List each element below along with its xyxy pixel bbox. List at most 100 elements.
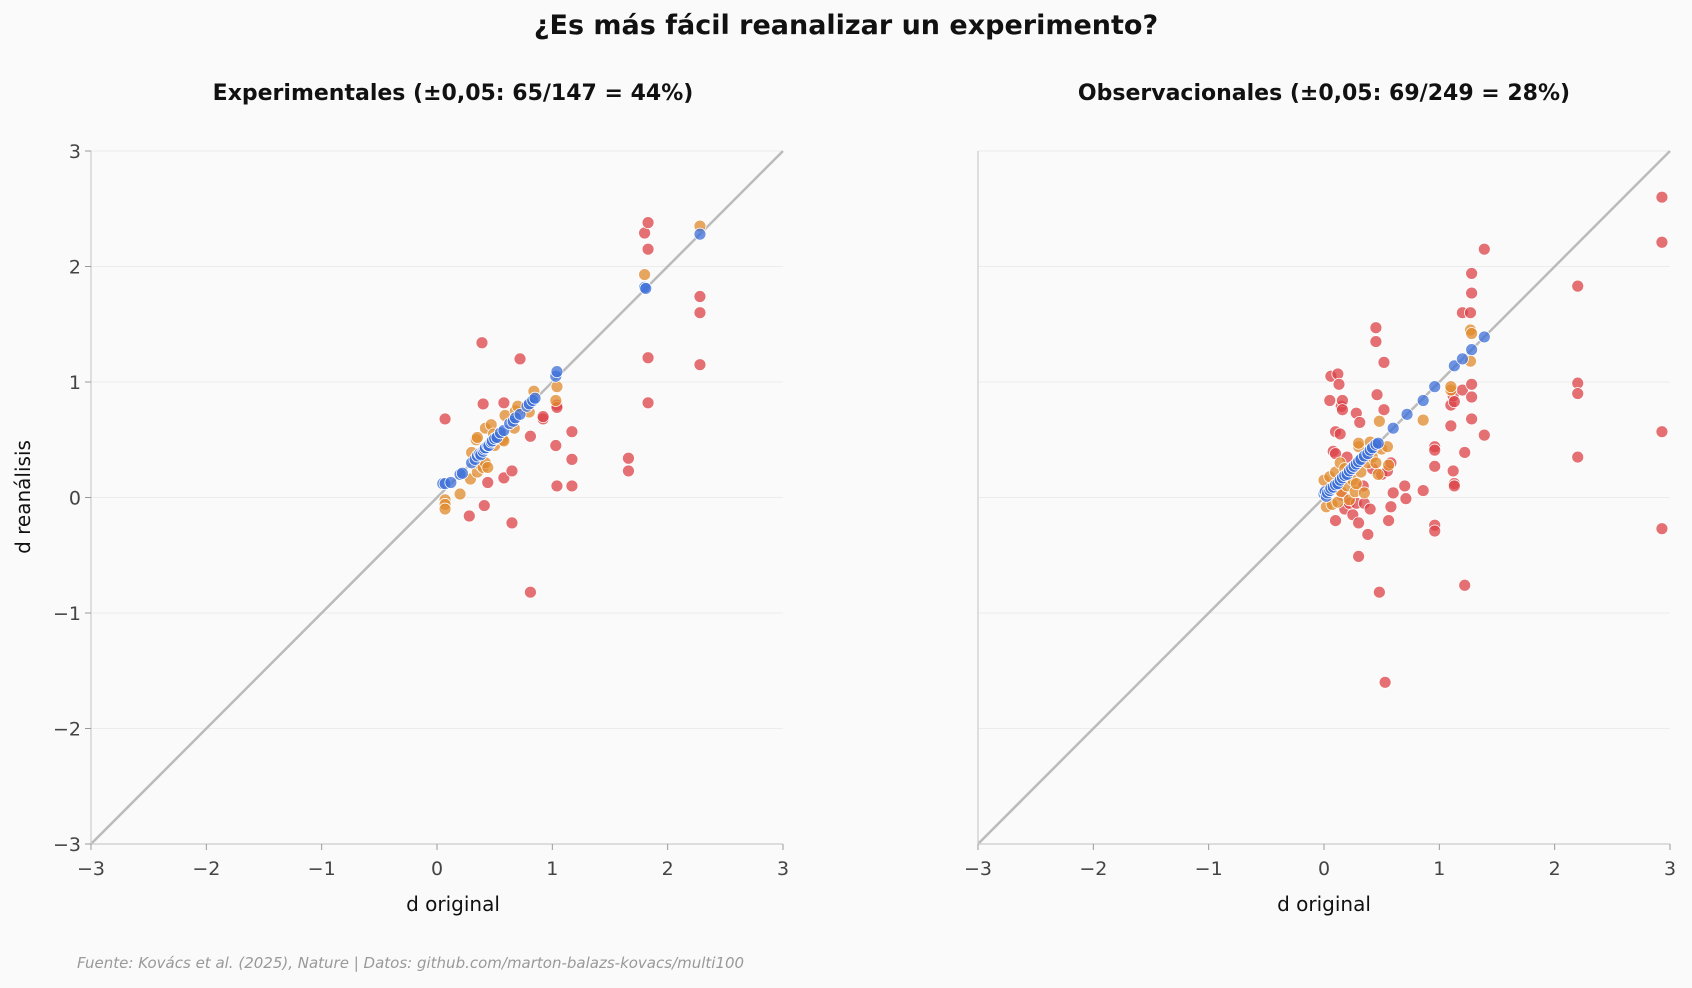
point-near bbox=[1349, 477, 1363, 491]
point-far bbox=[1372, 585, 1386, 599]
point-far bbox=[481, 476, 495, 489]
point-far bbox=[1571, 387, 1585, 400]
point-within bbox=[1465, 343, 1479, 357]
point-far bbox=[1655, 425, 1669, 439]
point-far bbox=[1477, 428, 1491, 442]
point-far bbox=[476, 397, 490, 411]
point-far bbox=[641, 396, 655, 410]
x-tick-label: −2 bbox=[192, 858, 220, 880]
point-far bbox=[497, 471, 511, 485]
point-within bbox=[1400, 407, 1414, 421]
y-axis-label: d reanálisis bbox=[11, 440, 35, 554]
point-far bbox=[475, 336, 489, 350]
y-tick-label: 2 bbox=[69, 257, 81, 279]
x-tick-label: −3 bbox=[964, 858, 992, 880]
point-far bbox=[641, 242, 655, 256]
y-tick-label: −3 bbox=[53, 834, 81, 856]
y-tick-label: 1 bbox=[69, 372, 81, 394]
point-far bbox=[536, 410, 550, 424]
point-within bbox=[1447, 359, 1461, 373]
point-near bbox=[1372, 414, 1386, 428]
point-within bbox=[1477, 330, 1491, 344]
point-far bbox=[1377, 403, 1391, 417]
point-within bbox=[1371, 436, 1385, 450]
point-far bbox=[1361, 528, 1375, 541]
point-far bbox=[477, 499, 491, 512]
point-far bbox=[1447, 395, 1461, 409]
point-near bbox=[1352, 436, 1365, 450]
point-far bbox=[1447, 479, 1461, 493]
x-tick-label: 3 bbox=[777, 858, 789, 880]
point-far bbox=[1377, 355, 1391, 369]
y-tick-label: −1 bbox=[53, 603, 81, 625]
point-far bbox=[693, 358, 707, 372]
point-far bbox=[622, 464, 635, 478]
point-far bbox=[1444, 419, 1458, 433]
point-far bbox=[1416, 484, 1430, 497]
point-far bbox=[513, 352, 527, 366]
point-far bbox=[1336, 403, 1349, 417]
point-far bbox=[693, 290, 707, 303]
point-far bbox=[1458, 578, 1472, 592]
point-far bbox=[505, 516, 519, 530]
point-far bbox=[1465, 377, 1479, 391]
point-far bbox=[524, 429, 537, 443]
point-within bbox=[550, 365, 564, 379]
x-tick-label: −1 bbox=[1195, 858, 1223, 880]
point-far bbox=[1382, 514, 1395, 527]
point-far bbox=[1655, 190, 1669, 204]
point-far bbox=[1323, 394, 1337, 407]
point-near bbox=[1465, 327, 1479, 340]
point-far bbox=[1465, 267, 1479, 280]
point-far bbox=[1464, 306, 1477, 320]
x-tick-label: −1 bbox=[308, 858, 336, 880]
point-near bbox=[1371, 467, 1385, 481]
point-far bbox=[1370, 388, 1384, 402]
point-far bbox=[565, 479, 579, 493]
y-tick-label: 0 bbox=[69, 488, 81, 510]
point-near bbox=[1382, 458, 1395, 472]
source-note: Fuente: Kovács et al. (2025), Nature | D… bbox=[77, 954, 745, 972]
point-far bbox=[1329, 514, 1342, 527]
point-far bbox=[693, 306, 707, 320]
y-tick-label: −2 bbox=[53, 719, 81, 741]
panel-title-observacionales: Observacionales (±0,05: 69/249 = 28%) bbox=[1078, 81, 1570, 106]
point-far bbox=[549, 439, 563, 452]
point-far bbox=[462, 509, 476, 523]
point-far bbox=[1477, 242, 1491, 256]
point-far bbox=[622, 451, 635, 465]
x-tick-label: 0 bbox=[1318, 858, 1330, 880]
point-far bbox=[1465, 390, 1479, 404]
point-far bbox=[1352, 550, 1365, 563]
point-far bbox=[438, 412, 452, 426]
point-far bbox=[1363, 502, 1377, 516]
x-tick-label: −2 bbox=[1079, 858, 1107, 880]
point-far bbox=[550, 479, 564, 493]
point-near bbox=[453, 487, 467, 501]
point-far bbox=[1428, 443, 1442, 457]
point-within bbox=[455, 466, 469, 480]
point-far bbox=[1428, 459, 1442, 473]
point-far bbox=[1386, 486, 1400, 500]
point-far bbox=[565, 425, 579, 439]
point-within bbox=[1456, 352, 1469, 366]
point-within bbox=[528, 391, 542, 405]
panel-title-experimentales: Experimentales (±0,05: 65/147 = 44%) bbox=[213, 81, 694, 106]
panel-observacionales: Observacionales (±0,05: 69/249 = 28%) −3… bbox=[964, 81, 1676, 916]
page-title: ¿Es más fácil reanalizar un experimento? bbox=[533, 10, 1159, 41]
point-far bbox=[1428, 524, 1442, 538]
point-far bbox=[1399, 492, 1413, 506]
point-within bbox=[693, 227, 707, 241]
point-within bbox=[1428, 380, 1442, 394]
point-near bbox=[638, 268, 651, 281]
point-far bbox=[1378, 675, 1392, 689]
x-tick-label: −3 bbox=[77, 858, 105, 880]
x-tick-label: 1 bbox=[1433, 858, 1445, 880]
x-axis-label-experimentales: d original bbox=[406, 892, 500, 916]
point-far bbox=[1446, 464, 1460, 478]
point-within bbox=[444, 476, 458, 489]
point-near bbox=[438, 502, 452, 516]
x-axis-label-observacionales: d original bbox=[1277, 892, 1371, 916]
x-tick-label: 1 bbox=[546, 858, 558, 880]
